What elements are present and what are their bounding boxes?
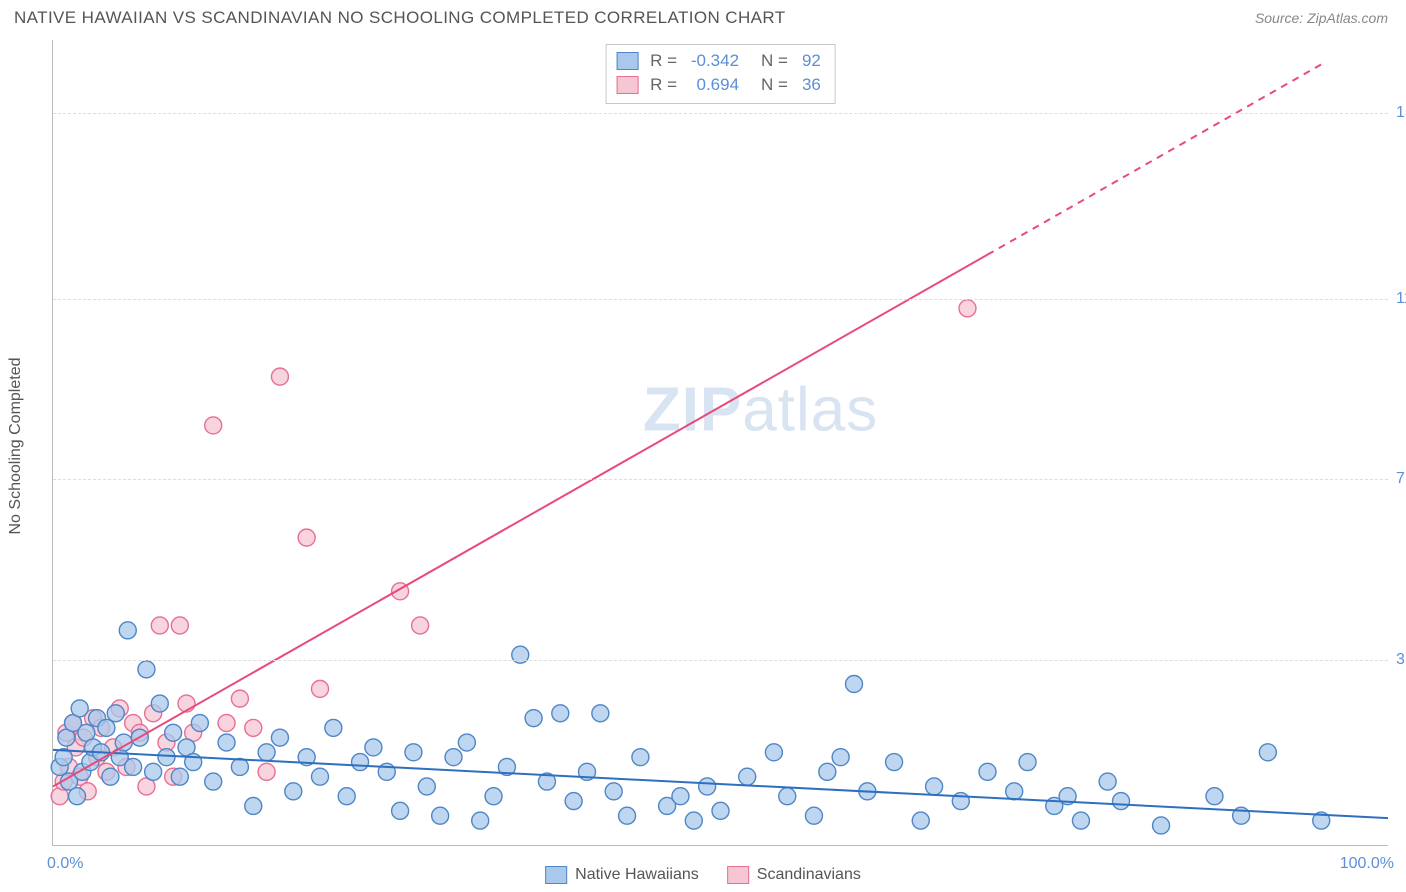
chart-title: NATIVE HAWAIIAN VS SCANDINAVIAN NO SCHOO… xyxy=(14,8,786,28)
plot-area: ZIPatlas R = -0.342 N = 92 R = 0.694 N =… xyxy=(52,40,1388,846)
y-tick: 7.5% xyxy=(1396,470,1406,488)
x-tick-min: 0.0% xyxy=(47,855,83,873)
chart-svg xyxy=(53,40,1388,845)
legend-item-pink: Scandinavians xyxy=(727,866,861,884)
source-credit: Source: ZipAtlas.com xyxy=(1255,10,1388,26)
y-axis-label: No Schooling Completed xyxy=(7,358,25,535)
y-tick: 11.2% xyxy=(1396,290,1406,308)
swatch-pink xyxy=(727,866,749,884)
legend-label-blue: Native Hawaiians xyxy=(575,866,699,884)
legend-item-blue: Native Hawaiians xyxy=(545,866,699,884)
y-tick: 15.0% xyxy=(1396,104,1406,122)
bottom-legend: Native Hawaiians Scandinavians xyxy=(545,866,861,884)
y-tick: 3.8% xyxy=(1396,651,1406,669)
legend-label-pink: Scandinavians xyxy=(757,866,861,884)
swatch-blue xyxy=(545,866,567,884)
x-tick-max: 100.0% xyxy=(1340,855,1394,873)
